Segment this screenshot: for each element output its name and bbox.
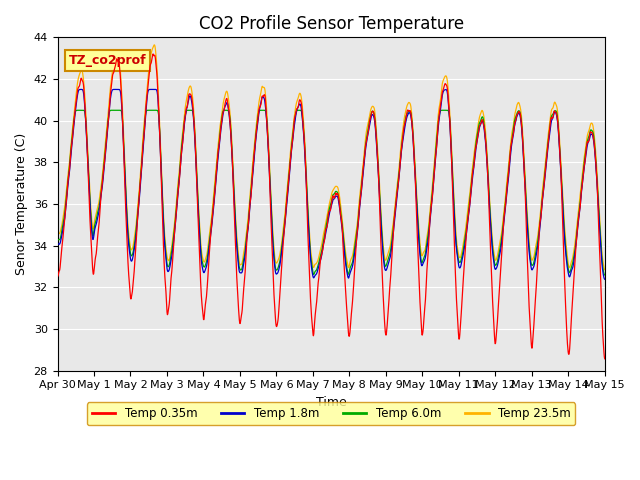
Text: TZ_co2prof: TZ_co2prof xyxy=(68,54,146,67)
Y-axis label: Senor Temperature (C): Senor Temperature (C) xyxy=(15,133,28,275)
X-axis label: Time: Time xyxy=(316,396,346,409)
Title: CO2 Profile Sensor Temperature: CO2 Profile Sensor Temperature xyxy=(198,15,463,33)
Legend: Temp 0.35m, Temp 1.8m, Temp 6.0m, Temp 23.5m: Temp 0.35m, Temp 1.8m, Temp 6.0m, Temp 2… xyxy=(87,402,575,425)
